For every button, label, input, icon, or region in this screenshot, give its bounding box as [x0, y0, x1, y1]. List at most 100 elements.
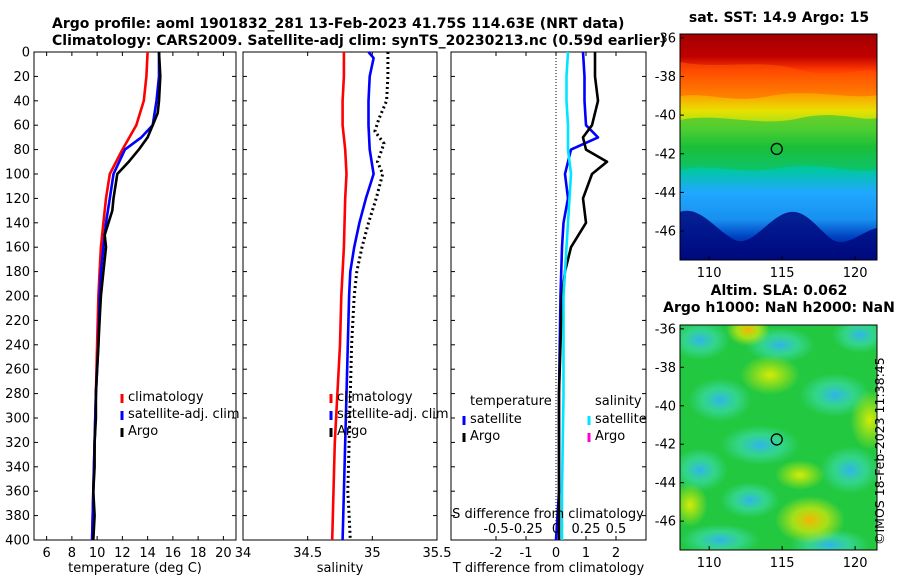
sst-map-title: sat. SST: 14.9 Argo: 15 [689, 10, 869, 26]
legend-label: Argo [128, 424, 158, 439]
map-x-tick-label: 110 [697, 266, 722, 281]
secondary-axis-label: S difference from climatology [452, 507, 644, 522]
x-tick-label: 16 [165, 546, 182, 561]
sla-map-frame [679, 324, 878, 551]
sla-argo-marker [770, 433, 783, 446]
y-tick-label: 120 [5, 192, 30, 207]
y-tick-label: 300 [5, 412, 30, 427]
plot-frame [33, 51, 237, 541]
map-y-tick-label: -36 [655, 31, 676, 46]
sst-map-frame [679, 33, 878, 261]
plot-frame [450, 51, 647, 541]
x-tick-label: 8 [68, 546, 76, 561]
y-tick-label: 0 [22, 46, 30, 61]
x-tick-label: 0 [552, 546, 560, 561]
x-tick-label: 18 [190, 546, 207, 561]
x-tick-label: 14 [139, 546, 156, 561]
legend-label: Argo [337, 424, 367, 439]
legend-title: temperature [470, 394, 552, 409]
y-tick-label: 20 [13, 70, 30, 85]
header-line-1: Argo profile: aoml 1901832_281 13-Feb-20… [52, 16, 624, 32]
y-tick-label: 160 [5, 241, 30, 256]
x-tick-label: 2 [612, 546, 620, 561]
legend-label: climatology [128, 390, 204, 405]
sla-blob [680, 325, 730, 360]
x-axis-label: salinity [317, 561, 364, 576]
legend-label: Argo [595, 429, 625, 444]
series-line-s-satellite [560, 51, 573, 540]
x-axis-label: T difference from climatology [452, 561, 645, 576]
y-tick-label: 100 [5, 168, 30, 183]
map-y-tick-label: -42 [655, 147, 676, 162]
y-tick-label: 260 [5, 363, 30, 378]
map-x-tick-label: 110 [697, 556, 722, 571]
y-tick-label: 40 [13, 94, 30, 109]
sla-blob [832, 325, 877, 353]
secondary-tick-label: -0.25 [509, 522, 543, 537]
y-tick-label: 400 [5, 534, 30, 549]
sst-map: sat. SST: 14.9 Argo: 15 110 115 120 -36 -38 -… [655, 10, 878, 281]
header-line-2: Climatology: CARS2009. Satellite-adj cli… [52, 33, 666, 49]
map-y-tick-label: -40 [655, 109, 676, 124]
map-x-tick-label: 120 [843, 556, 868, 571]
sla-blob [680, 524, 760, 550]
series-line-t-argo [557, 52, 609, 540]
y-tick-label: 220 [5, 314, 30, 329]
y-tick-label: 60 [13, 119, 30, 134]
temperature-panel: 6 8 10 12 14 16 18 2002040608010012014016018020… [5, 46, 239, 577]
salinity-panel: 34 34.5 35 35.5 salinity climatology satellite… [235, 51, 451, 576]
x-tick-label: 34.5 [293, 546, 322, 561]
y-tick-label: 180 [5, 265, 30, 280]
y-tick-label: 360 [5, 485, 30, 500]
sla-high [850, 390, 877, 450]
map-y-tick-label: -38 [655, 70, 676, 85]
series-line-argo [92, 51, 162, 541]
y-tick-label: 140 [5, 216, 30, 231]
sla-blob [720, 425, 800, 465]
x-axis-label: temperature (deg C) [68, 561, 202, 576]
legend-label: satellite [470, 412, 522, 427]
legend-label: Argo [470, 429, 500, 444]
secondary-tick-label: 0.5 [606, 522, 627, 537]
x-tick-label: 1 [582, 546, 590, 561]
difference-panel: -2 -1 0 1 2T difference from climatology temp… [450, 51, 647, 576]
sla-high [740, 355, 800, 395]
sla-high [680, 483, 708, 527]
x-tick-label: -1 [520, 546, 533, 561]
secondary-tick-label: 0 [552, 522, 560, 537]
series-line-climatology [330, 52, 348, 541]
y-tick-label: 200 [5, 290, 30, 305]
sla-high [775, 496, 845, 544]
legend-label: satellite [595, 412, 647, 427]
map-y-tick-label: -40 [655, 399, 676, 414]
legend-label: satellite-adj. clim [337, 407, 449, 422]
y-tick-label: 380 [5, 509, 30, 524]
y-tick-label: 340 [5, 460, 30, 475]
map-y-tick-label: -36 [655, 322, 676, 337]
sla-high [726, 325, 770, 346]
sla-blob [820, 446, 877, 494]
secondary-tick-label: -0.5 [483, 522, 508, 537]
map-y-tick-label: -42 [655, 438, 676, 453]
y-tick-label: 240 [5, 338, 30, 353]
sla-blob [688, 378, 752, 422]
map-y-tick-label: -46 [655, 515, 676, 530]
map-x-tick-label: 115 [770, 266, 795, 281]
x-tick-label: 10 [89, 546, 106, 561]
x-tick-label: 6 [42, 546, 50, 561]
x-tick-label: 20 [215, 546, 232, 561]
sst-warm-band [680, 62, 877, 99]
x-tick-label: 34 [235, 546, 252, 561]
map-y-tick-label: -44 [655, 186, 676, 201]
y-tick-label: 320 [5, 436, 30, 451]
timestamp-stamp: ©IMOS 18-Feb-2023 11:38:45 [872, 357, 887, 545]
sla-map-title-1: Altim. SLA: 0.062 [711, 283, 848, 299]
y-tick-label: 280 [5, 387, 30, 402]
sst-cold-front [680, 210, 877, 260]
legend-label: satellite-adj. clim [128, 407, 240, 422]
sla-blob [680, 448, 728, 492]
x-tick-label: -2 [490, 546, 503, 561]
map-x-tick-label: 115 [770, 556, 795, 571]
x-tick-label: 12 [114, 546, 131, 561]
